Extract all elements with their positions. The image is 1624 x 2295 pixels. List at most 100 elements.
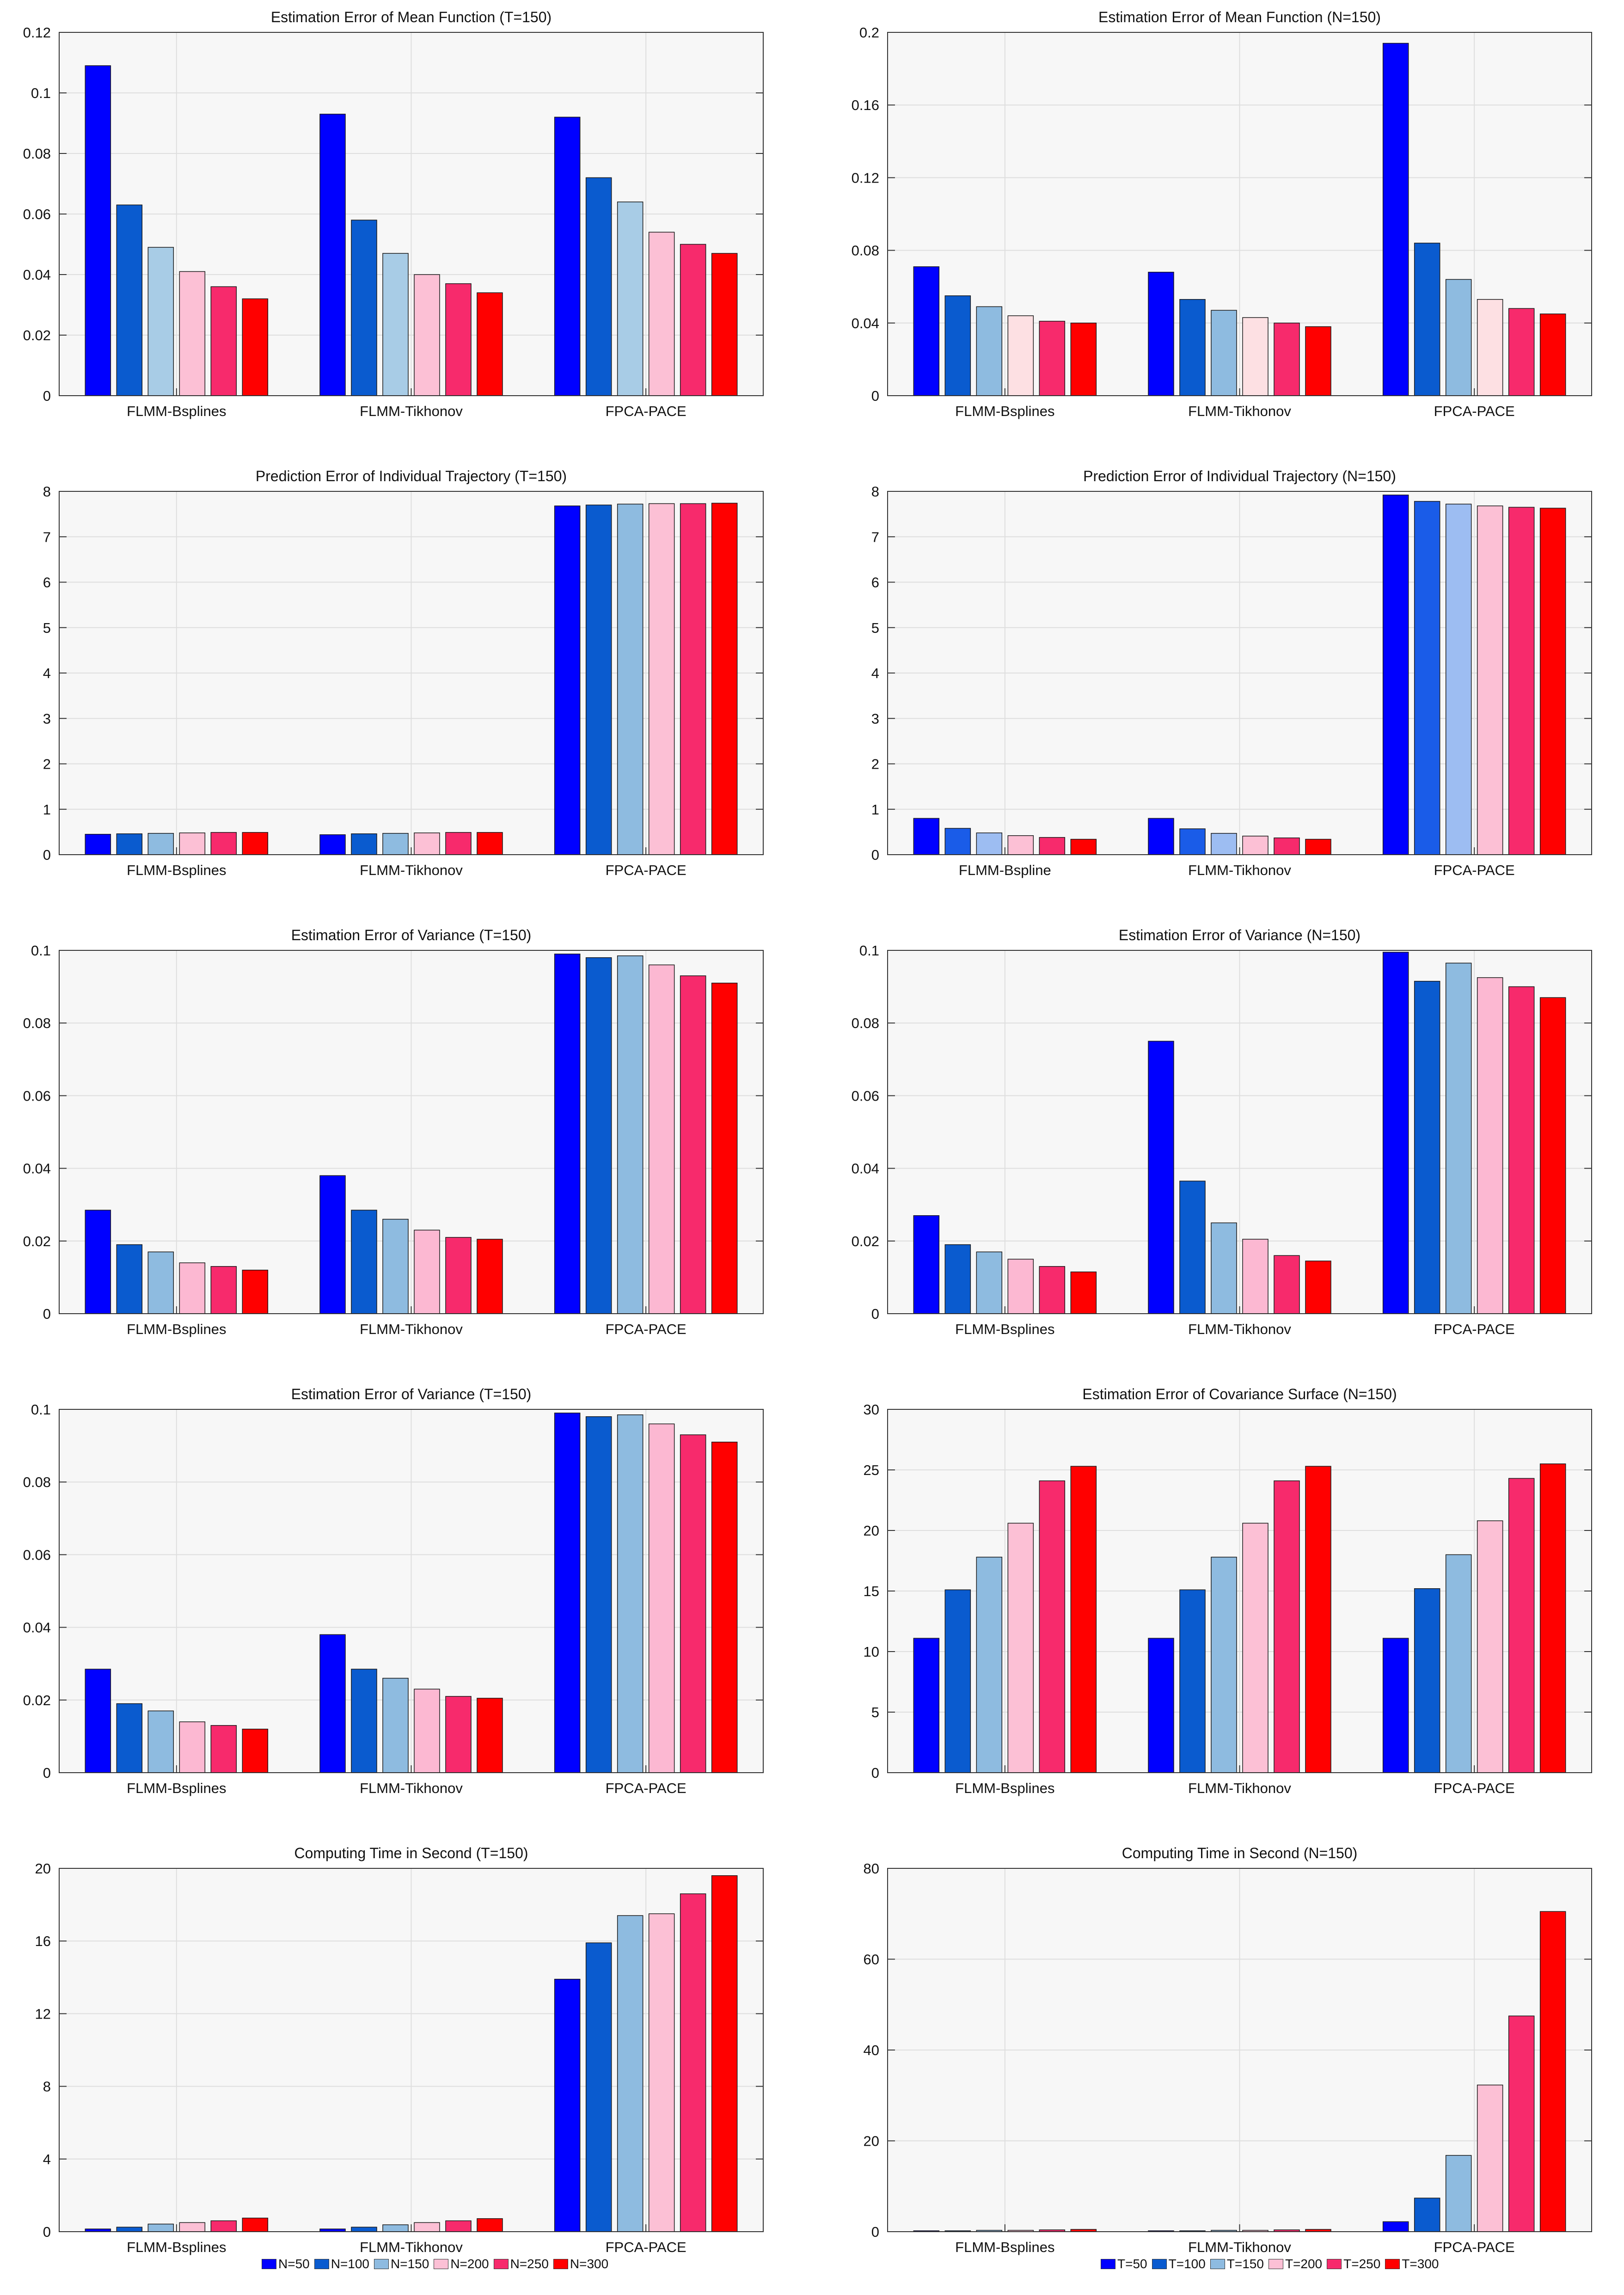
bar-t200-3	[1477, 299, 1503, 396]
bar-n50-1	[85, 65, 111, 396]
y-tick-label: 80	[864, 1860, 879, 1877]
x-tick-label: FLMM-Tikhonov	[1188, 1321, 1291, 1337]
bar-t250-3	[1508, 308, 1535, 396]
y-tick-label: 0.08	[23, 1474, 51, 1490]
legend-item-t50: T=50	[1101, 2257, 1147, 2271]
legend-label: N=50	[278, 2257, 310, 2271]
legend-label: T=250	[1343, 2257, 1381, 2271]
y-tick-label: 0.04	[23, 1161, 51, 1177]
y-tick-label: 0.04	[852, 315, 879, 331]
y-tick-label: 6	[871, 575, 879, 591]
bar-n300-2	[477, 1239, 503, 1314]
bar-n50-2	[319, 1175, 346, 1314]
bar-n50-1	[85, 834, 111, 855]
bar-n200-1	[179, 1721, 206, 1773]
x-tick-label: FLMM-Tikhonov	[1188, 862, 1291, 878]
bar-n100-3	[585, 957, 612, 1314]
bar-n50-1	[85, 1669, 111, 1773]
bar-t100-1	[944, 1244, 971, 1314]
bar-t150-1	[976, 832, 1003, 855]
legend-label: N=100	[331, 2257, 370, 2271]
legend-swatch	[1101, 2259, 1115, 2269]
bar-t300-3	[1539, 1463, 1566, 1773]
bar-t150-2	[1211, 833, 1237, 855]
bar-t100-3	[1414, 501, 1440, 855]
y-tick-label: 8	[871, 483, 879, 500]
axes-box	[887, 32, 1592, 396]
legend-item-n200: N=200	[434, 2257, 489, 2271]
chart-title: Prediction Error of Individual Trajector…	[1083, 468, 1396, 484]
bar-t300-1	[1070, 1466, 1097, 1773]
bar-n250-1	[210, 286, 237, 396]
bar-t50-2	[1148, 1040, 1174, 1314]
chart-title: Estimation Error of Covariance Surface (…	[1082, 1386, 1397, 1402]
x-tick-label: FPCA-PACE	[606, 2239, 686, 2255]
chart-title: Computing Time in Second (T=150)	[294, 1845, 528, 1861]
x-tick-label: FPCA-PACE	[1434, 1321, 1515, 1337]
bar-n100-1	[116, 1244, 143, 1314]
bar-n150-3	[617, 202, 643, 396]
bar-n100-1	[116, 204, 143, 396]
bar-n100-2	[351, 1210, 377, 1314]
x-tick-label: FLMM-Bsplines	[127, 2239, 226, 2255]
bar-t150-2	[1211, 1222, 1237, 1314]
bar-n300-3	[711, 1441, 738, 1773]
chart-10: 0 20 40 60 80 FLMM-Bsplines FLMM-Tikhonov FPCA-…	[864, 1845, 1592, 2255]
y-tick-label: 4	[43, 665, 51, 681]
bar-n50-3	[554, 505, 581, 855]
bar-t200-3	[1477, 977, 1503, 1314]
bar-t200-1	[1007, 835, 1034, 855]
x-tick-label: FLMM-Bsplines	[127, 1780, 226, 1796]
bar-t150-2	[1211, 1556, 1237, 1773]
y-tick-label: 0.02	[23, 1692, 51, 1708]
bar-t300-3	[1539, 1911, 1566, 2232]
bar-t250-3	[1508, 986, 1535, 1314]
bar-n300-3	[711, 502, 738, 855]
bar-n200-2	[414, 832, 440, 855]
bar-n250-3	[680, 244, 706, 396]
y-tick-label: 0	[871, 388, 879, 404]
x-tick-label: FPCA-PACE	[606, 1780, 686, 1796]
bar-t300-2	[1305, 1261, 1331, 1314]
bar-t300-3	[1539, 313, 1566, 396]
chart-9: 0 4 8 12 16 20 FLMM-Bsplines FLMM-Tikhonov FPCA-…	[35, 1845, 764, 2255]
legend-label: T=300	[1402, 2257, 1439, 2271]
chart-4: 0 1 2 3 4 5 6 7 8 FLMM-Bspline FLMM-Tikhonov FPCA-P…	[871, 468, 1592, 878]
chart-1: 0 0.02 0.04 0.06 0.08 0.1 0.12 FLMM-Bsplines FLM…	[23, 9, 764, 419]
bar-n250-3	[680, 975, 706, 1314]
bar-n200-2	[414, 274, 440, 396]
legend-item-n300: N=300	[553, 2257, 608, 2271]
chart-title: Computing Time in Second (N=150)	[1122, 1845, 1358, 1861]
legend-swatch	[374, 2259, 389, 2269]
bar-t300-2	[1305, 1466, 1331, 1773]
bar-t300-2	[1305, 838, 1331, 855]
bar-n150-3	[617, 1414, 643, 1773]
legend-label: N=250	[510, 2257, 549, 2271]
y-tick-label: 0.2	[859, 24, 879, 41]
bar-t150-1	[976, 306, 1003, 396]
y-tick-label: 5	[871, 620, 879, 636]
legend-item-n150: N=150	[374, 2257, 429, 2271]
bar-t150-3	[1445, 2155, 1472, 2232]
legend-swatch	[1268, 2259, 1283, 2269]
bar-t50-3	[1382, 43, 1409, 396]
bar-t50-1	[913, 1215, 940, 1314]
y-tick-label: 0	[43, 1765, 51, 1781]
bar-t250-2	[1274, 837, 1300, 855]
bar-n150-2	[382, 1218, 409, 1314]
bar-n250-1	[210, 1725, 237, 1773]
y-tick-label: 0	[871, 1765, 879, 1781]
bar-n200-1	[179, 2222, 206, 2232]
bar-t100-3	[1414, 243, 1440, 396]
bar-t100-1	[944, 828, 971, 855]
legend-item-n50: N=50	[262, 2257, 310, 2271]
bar-t100-1	[944, 1589, 971, 1773]
x-tick-label: FLMM-Tikhonov	[360, 1780, 463, 1796]
legend-item-t250: T=250	[1327, 2257, 1380, 2271]
bar-n50-3	[554, 954, 581, 1314]
bar-t100-3	[1414, 1588, 1440, 1773]
bar-t300-1	[1070, 1271, 1097, 1314]
y-tick-label: 10	[864, 1644, 879, 1660]
y-tick-label: 0.06	[852, 1088, 879, 1104]
